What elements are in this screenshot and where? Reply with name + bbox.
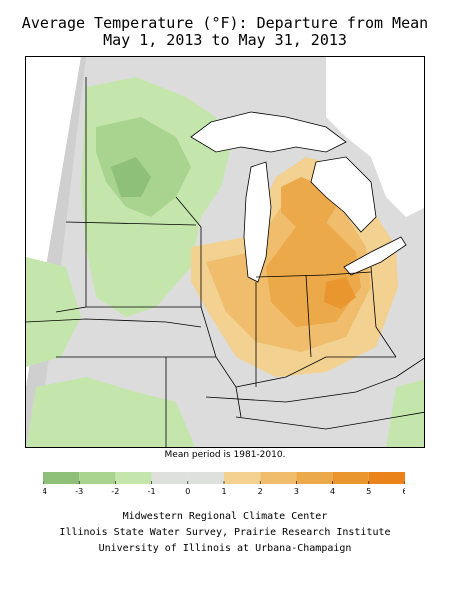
legend-swatch <box>79 472 116 484</box>
cool-anomaly-west <box>26 257 81 367</box>
legend-tick-label: 0 <box>185 487 190 496</box>
legend-tick-label: 4 <box>330 487 335 496</box>
legend-swatch <box>43 472 80 484</box>
lake-michigan <box>243 161 272 283</box>
color-legend: -4 -3 -2 -1 0 1 2 3 4 5 6 <box>39 472 408 496</box>
lake-superior <box>190 111 347 153</box>
warm-anomaly-4 <box>324 277 356 309</box>
footer-line-1: Midwestern Regional Climate Center <box>122 511 328 522</box>
temperature-departure-map <box>25 56 425 448</box>
legend-swatch <box>260 472 297 484</box>
legend-swatch <box>224 472 261 484</box>
legend-tick-label: 1 <box>221 487 226 496</box>
legend-tick-label: 5 <box>366 487 371 496</box>
state-boundaries <box>26 77 424 447</box>
legend-swatch <box>151 472 188 484</box>
cool-anomaly-strong <box>111 157 151 197</box>
legend-swatch <box>296 472 333 484</box>
mean-period-note: Mean period is 1981-2010. <box>164 450 286 460</box>
map-date-range: May 1, 2013 to May 31, 2013 <box>103 31 347 49</box>
legend-tick-label: -1 <box>148 487 156 496</box>
lake-erie <box>343 236 407 276</box>
legend-tick-label: -3 <box>75 487 83 496</box>
legend-swatch <box>187 472 224 484</box>
legend-tick-label: -2 <box>111 487 119 496</box>
cool-anomaly-south <box>26 377 196 447</box>
legend-tick-label: 2 <box>258 487 263 496</box>
legend-tick-label: 3 <box>294 487 299 496</box>
footer-line-3: University of Illinois at Urbana-Champai… <box>98 543 352 554</box>
legend-swatch <box>332 472 369 484</box>
lake-huron <box>310 156 377 233</box>
canada-north-land <box>326 57 424 217</box>
legend-tick-label: -4 <box>43 487 47 496</box>
footer-line-2: Illinois State Water Survey, Prairie Res… <box>59 527 391 538</box>
cool-anomaly-southeast <box>386 379 424 447</box>
map-title: Average Temperature (°F): Departure from… <box>21 14 429 32</box>
legend-swatch <box>368 472 405 484</box>
legend-tick-label: 6 <box>402 487 405 496</box>
legend-swatch <box>115 472 152 484</box>
